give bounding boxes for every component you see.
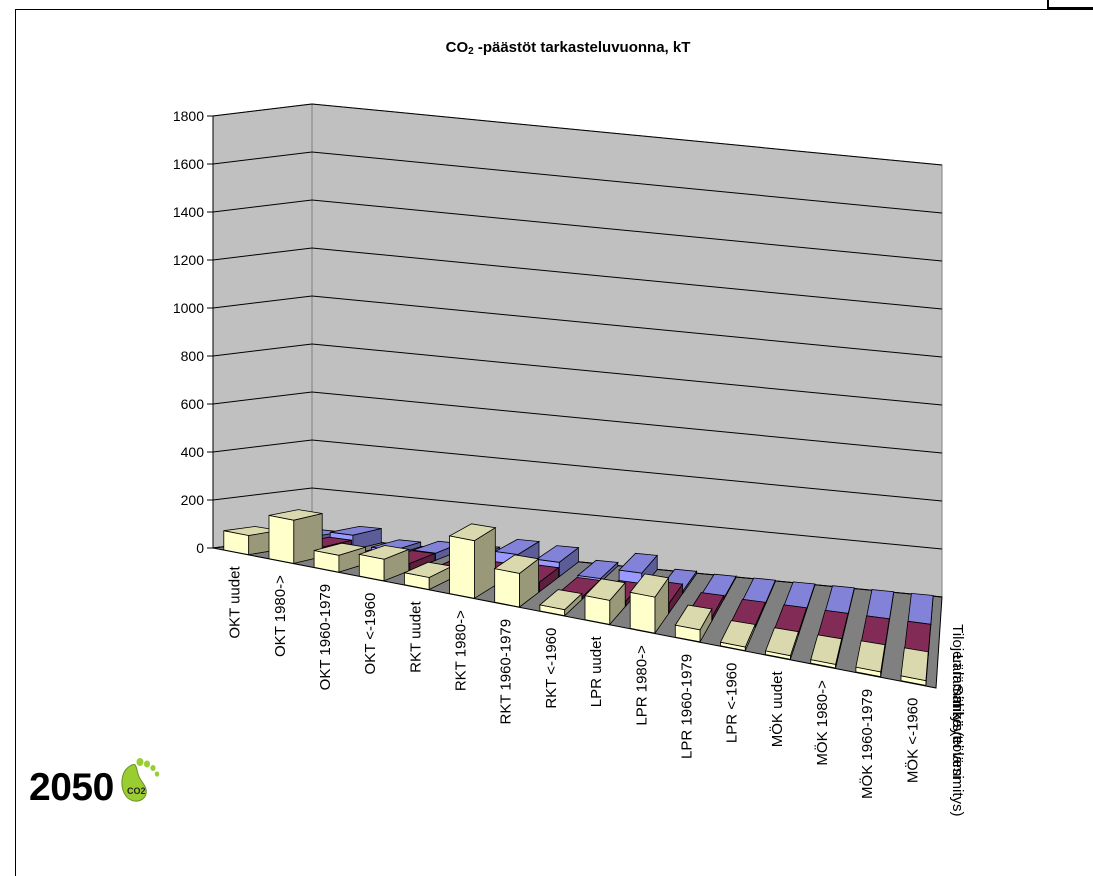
gridline (212, 487, 943, 550)
category-label: RKT <-1960 (543, 628, 560, 709)
bar-front (629, 591, 656, 634)
category-label: MÖK 1960-1979 (858, 689, 876, 799)
y-tick-label: 1000 (173, 300, 204, 316)
bar (539, 589, 583, 617)
category-label: LPR 1960-1979 (678, 654, 695, 759)
bar-top (494, 538, 541, 555)
bar (855, 640, 886, 678)
gridline (212, 439, 943, 502)
bar (900, 647, 929, 686)
bar (866, 589, 895, 621)
bar-front (449, 535, 475, 599)
bar-top (539, 589, 583, 611)
bar (403, 561, 454, 591)
category-label: MÖK 1980-> (813, 680, 831, 766)
gridline (212, 151, 943, 214)
bar-top (810, 634, 843, 665)
category-label: LPR 1980-> (633, 645, 650, 726)
category-label: LPR <-1960 (724, 663, 741, 743)
y-tick-label: 600 (181, 396, 205, 412)
bar-front (268, 514, 295, 564)
bar-top (900, 647, 929, 682)
y-tick-label: 400 (181, 444, 205, 460)
y-tick-label: 200 (181, 492, 205, 508)
bar (719, 620, 756, 652)
footprint-text: CO2 (127, 786, 146, 796)
chart-bars (223, 509, 934, 686)
y-tick-label: 1200 (173, 252, 204, 268)
side-wall (212, 103, 313, 549)
series-label: Sähkö (ei lämmitys) (949, 685, 966, 817)
bar (629, 573, 670, 635)
bar-top (357, 545, 411, 560)
gridline (212, 295, 943, 358)
bar-top (448, 523, 497, 542)
bar (907, 592, 934, 626)
category-label: OKT <-1960 (362, 593, 379, 675)
bar-top (493, 554, 540, 574)
bar-top (674, 604, 713, 631)
bar-top (629, 573, 670, 598)
series-label: Lämmin käyttövesi (949, 655, 966, 779)
bar-top (719, 620, 756, 648)
category-label: RKT uudet (407, 601, 424, 673)
bar (493, 554, 540, 608)
category-label: MÖK uudet (768, 671, 786, 748)
bar-top (313, 542, 366, 556)
series-labels: Sähkö (ei lämmitys)Lämmin käyttövesiTilo… (949, 624, 966, 816)
bar-top (535, 545, 580, 563)
bar-front (494, 568, 520, 608)
bar-top (618, 552, 659, 574)
category-label: LPR uudet (588, 636, 605, 708)
bar (674, 604, 713, 644)
gridline (212, 391, 943, 454)
bar-top (765, 627, 799, 657)
window-corner-control[interactable] (1047, 0, 1093, 9)
category-label: OKT 1960-1979 (317, 584, 334, 690)
series-label: Tilojen lämmitys (949, 624, 966, 731)
category-label: OKT 1980-> (272, 575, 289, 657)
gridline (212, 103, 943, 166)
category-label: RKT 1960-1979 (498, 619, 515, 725)
y-tick-label: 1800 (173, 108, 204, 124)
bar-top (866, 589, 895, 620)
gridline (212, 199, 943, 262)
year-label: 2050 (29, 766, 114, 809)
bar-top (907, 592, 934, 625)
category-label: OKT uudet (227, 566, 244, 639)
back-wall (311, 103, 943, 598)
y-tick-label: 800 (181, 348, 205, 364)
bar (448, 523, 497, 600)
bar-top (330, 525, 382, 536)
bar (313, 542, 366, 573)
y-tick-label: 0 (196, 540, 204, 556)
gridline (212, 247, 943, 310)
bar-top (268, 509, 323, 521)
y-tick-label: 1400 (173, 204, 204, 220)
gridline (212, 343, 943, 406)
bar (810, 634, 843, 669)
category-label: RKT 1980-> (453, 610, 470, 691)
y-axis: 0 200 400 600 800 1000 1200 1400 1600 1800 (173, 108, 214, 556)
bar-top (855, 640, 886, 673)
chart-title: CO2 -päästöt tarkasteluvuonna, kT (446, 39, 691, 57)
y-tick-label: 1600 (173, 156, 204, 172)
bar (765, 627, 799, 660)
category-label: MÖK <-1960 (903, 698, 921, 783)
bar (584, 578, 626, 626)
co2-footprint-icon: CO2 (121, 758, 160, 802)
bar (357, 545, 411, 582)
bar-top (584, 578, 626, 601)
bar-top (576, 559, 619, 579)
category-labels: OKT uudet OKT 1980-> OKT 1960-1979 OKT <-19… (227, 566, 922, 799)
